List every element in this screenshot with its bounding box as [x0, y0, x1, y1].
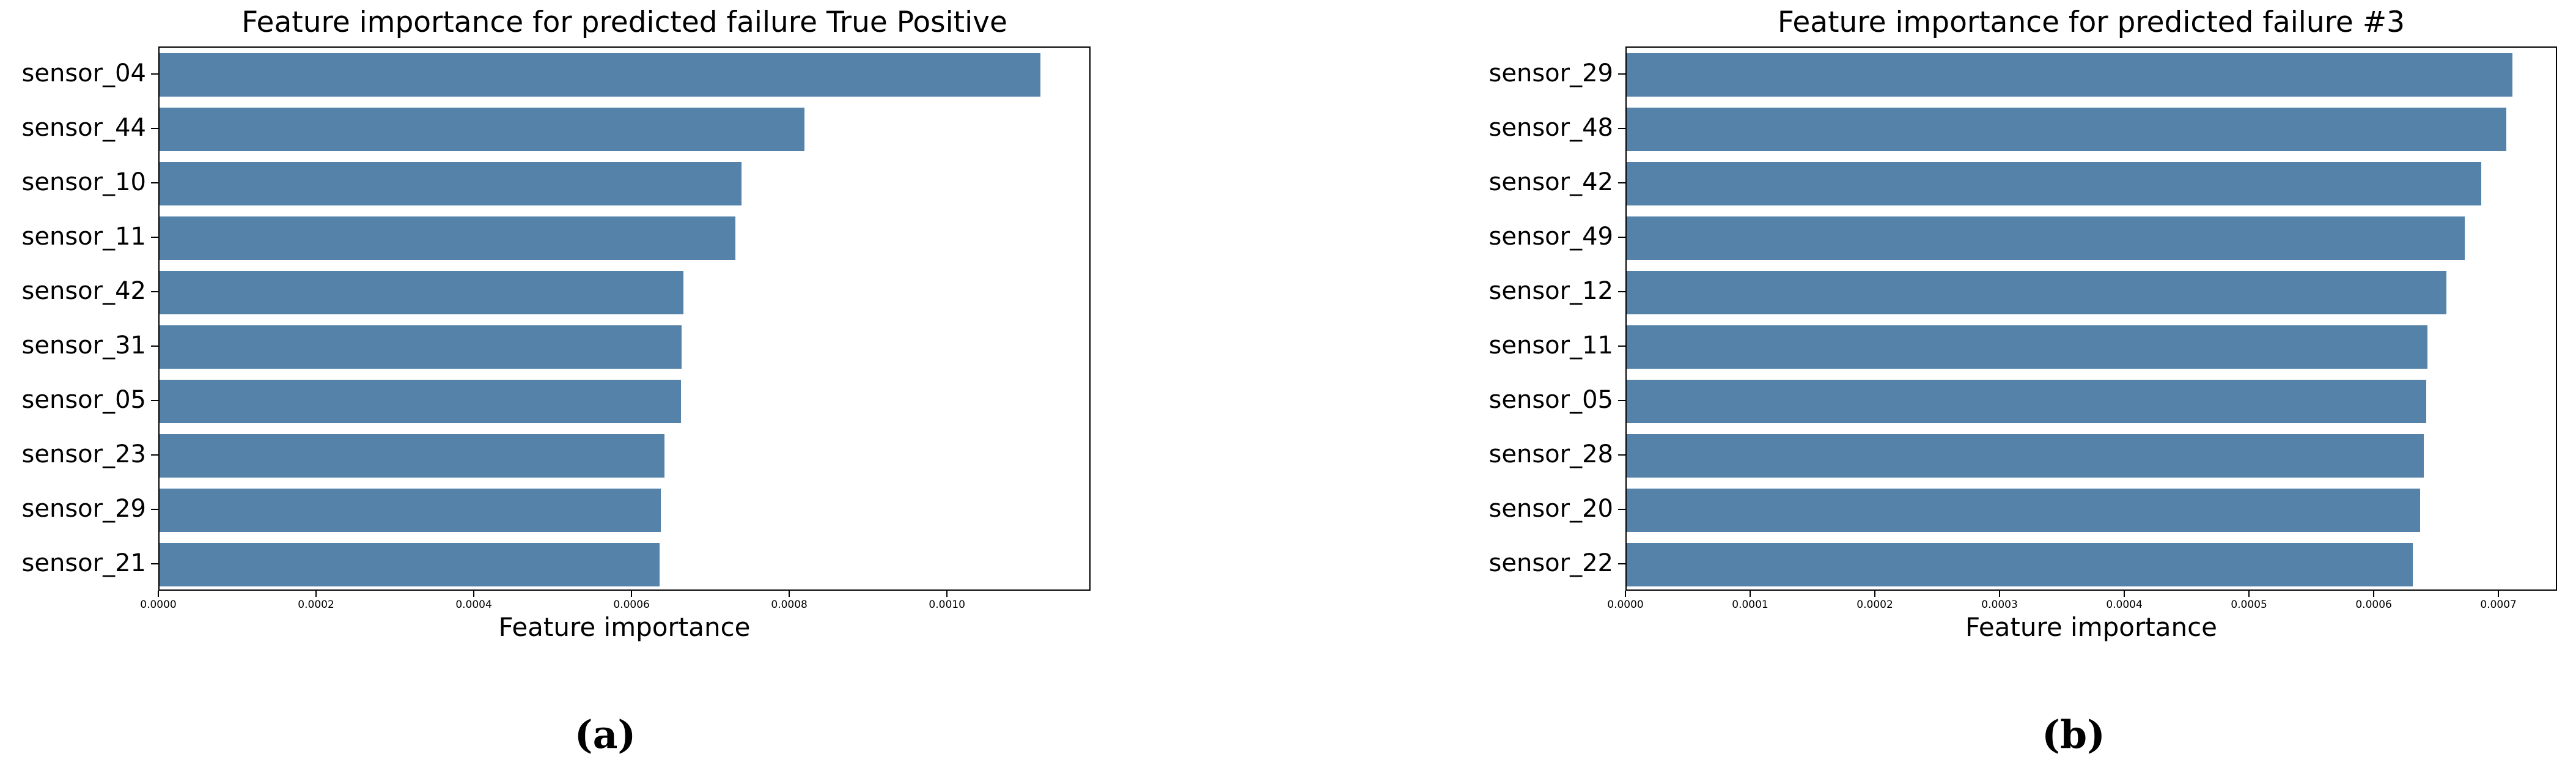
bar-sensor_10 [160, 161, 742, 206]
y-tick-label-sensor_29: sensor_29 [1489, 59, 1613, 87]
bar-sensor_44 [160, 107, 805, 152]
x-tick-label: 0.0004 [455, 599, 492, 611]
x-tick-label: 0.0004 [2106, 599, 2143, 611]
y-tick-label-sensor_10: sensor_10 [21, 168, 146, 196]
bar-sensor_42 [160, 270, 683, 315]
bar-sensor_11 [160, 216, 735, 261]
x-tick-label: 0.0006 [613, 599, 650, 611]
bar-sensor_29 [160, 488, 661, 533]
y-tick-mark [151, 236, 158, 238]
y-tick-mark [151, 182, 158, 183]
bar-sensor_48 [1627, 107, 2506, 152]
bars-container-a [160, 48, 1089, 589]
y-tick-mark [1618, 345, 1625, 347]
x-tick-label: 0.0008 [771, 599, 808, 611]
y-tick-mark [151, 345, 158, 347]
x-tick-mark [1750, 591, 1751, 597]
y-tick-label-sensor_11: sensor_11 [21, 223, 146, 251]
x-tick-mark [2124, 591, 2125, 597]
x-tick-label: 0.0002 [1857, 599, 1893, 611]
y-tick-label-sensor_05: sensor_05 [1489, 386, 1613, 414]
bar-sensor_05 [1627, 379, 2427, 424]
y-tick-label-sensor_22: sensor_22 [1489, 549, 1613, 577]
y-tick-label-sensor_49: sensor_49 [1489, 223, 1613, 251]
bar-sensor_22 [1627, 542, 2413, 587]
y-tick-label-sensor_21: sensor_21 [21, 549, 146, 577]
chart-title-a: Feature importance for predicted failure… [241, 6, 1007, 39]
y-tick-mark [151, 399, 158, 401]
y-tick-mark [151, 127, 158, 129]
bar-sensor_28 [1627, 434, 2424, 478]
x-tick-mark [1874, 591, 1876, 597]
y-tick-mark [1618, 127, 1625, 129]
x-tick-label: 0.0006 [2355, 599, 2392, 611]
x-tick-mark [2373, 591, 2375, 597]
y-tick-label-sensor_44: sensor_44 [21, 114, 146, 142]
y-tick-mark [151, 508, 158, 510]
x-tick-label: 0.0010 [929, 599, 965, 611]
subfigure-caption-a: (a) [574, 712, 636, 757]
bar-sensor_12 [1627, 270, 2446, 315]
bar-sensor_04 [160, 53, 1041, 97]
bar-sensor_21 [160, 542, 660, 587]
x-tick-mark [473, 591, 475, 597]
y-tick-label-sensor_42: sensor_42 [21, 277, 146, 305]
bar-sensor_42 [1627, 161, 2481, 206]
x-tick-label: 0.0000 [1607, 599, 1644, 611]
subfigure-caption-b: (b) [2042, 712, 2105, 757]
bar-sensor_11 [1627, 325, 2428, 369]
y-tick-mark [1618, 399, 1625, 401]
y-tick-label-sensor_42: sensor_42 [1489, 168, 1613, 196]
x-tick-mark [789, 591, 790, 597]
y-tick-mark [151, 563, 158, 564]
y-tick-label-sensor_12: sensor_12 [1489, 277, 1613, 305]
y-tick-mark [151, 454, 158, 456]
plot-area-b [1625, 46, 2557, 591]
x-tick-label: 0.0002 [298, 599, 334, 611]
y-tick-mark [1618, 508, 1625, 510]
bar-sensor_29 [1627, 53, 2512, 97]
chart-title-b: Feature importance for predicted failure… [1777, 6, 2405, 39]
x-tick-label: 0.0003 [1981, 599, 2018, 611]
x-axis-label-a: Feature importance [498, 612, 751, 642]
x-tick-label: 0.0005 [2231, 599, 2267, 611]
y-tick-mark [1618, 454, 1625, 456]
y-tick-label-sensor_48: sensor_48 [1489, 114, 1613, 142]
y-tick-label-sensor_11: sensor_11 [1489, 331, 1613, 360]
y-tick-label-sensor_29: sensor_29 [21, 495, 146, 523]
y-tick-mark [151, 290, 158, 292]
bar-sensor_49 [1627, 216, 2465, 261]
y-tick-mark [1618, 73, 1625, 75]
x-axis-label-b: Feature importance [1965, 612, 2218, 642]
y-tick-label-sensor_04: sensor_04 [21, 59, 146, 87]
x-tick-mark [2248, 591, 2250, 597]
x-tick-mark [1625, 591, 1626, 597]
bar-sensor_23 [160, 434, 665, 478]
x-tick-mark [158, 591, 159, 597]
x-tick-mark [946, 591, 948, 597]
x-tick-label: 0.0007 [2480, 599, 2517, 611]
x-tick-label: 0.0001 [1732, 599, 1768, 611]
x-tick-mark [1999, 591, 2001, 597]
y-tick-label-sensor_28: sensor_28 [1489, 440, 1613, 468]
x-tick-mark [2498, 591, 2500, 597]
bar-sensor_31 [160, 325, 682, 369]
plot-area-a [158, 46, 1091, 591]
y-tick-mark [151, 73, 158, 75]
x-tick-mark [315, 591, 317, 597]
x-tick-label: 0.0000 [140, 599, 177, 611]
y-tick-mark [1618, 563, 1625, 564]
y-tick-mark [1618, 236, 1625, 238]
y-tick-mark [1618, 182, 1625, 183]
bar-sensor_20 [1627, 488, 2421, 533]
y-tick-label-sensor_23: sensor_23 [21, 440, 146, 468]
x-tick-mark [631, 591, 633, 597]
bar-sensor_05 [160, 379, 682, 424]
y-tick-mark [1618, 290, 1625, 292]
bars-container-b [1627, 48, 2556, 589]
y-tick-label-sensor_31: sensor_31 [21, 331, 146, 360]
y-tick-label-sensor_05: sensor_05 [21, 386, 146, 414]
y-tick-label-sensor_20: sensor_20 [1489, 495, 1613, 523]
